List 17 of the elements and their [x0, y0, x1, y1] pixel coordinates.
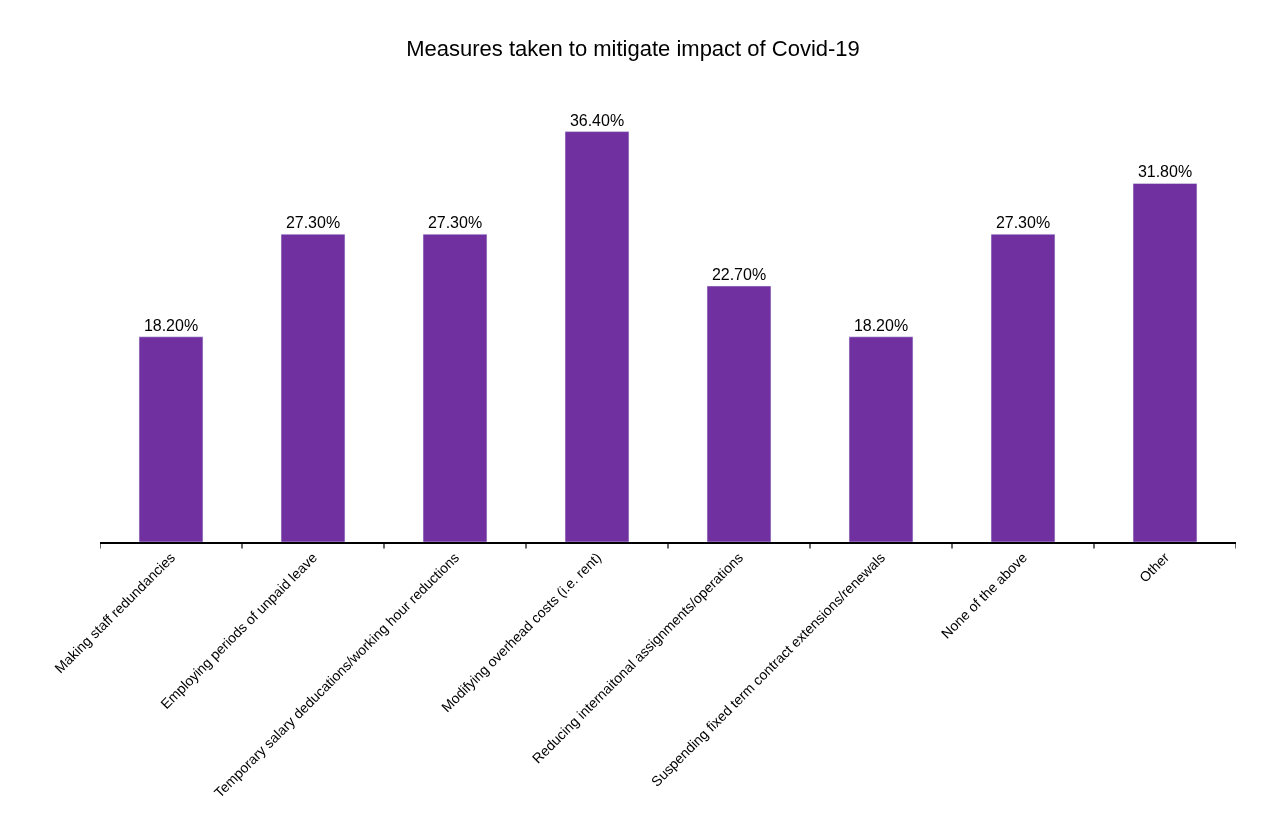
data-label: 18.20%: [853, 316, 909, 334]
data-label: 27.30%: [427, 214, 483, 232]
bar: [848, 336, 914, 542]
data-label: 31.80%: [1137, 163, 1193, 181]
bar: [138, 336, 204, 542]
data-label: 27.30%: [995, 214, 1051, 232]
bar: [990, 233, 1056, 542]
bar: [280, 233, 346, 542]
data-label: 18.20%: [143, 316, 199, 334]
data-label: 22.70%: [711, 266, 767, 284]
bar: [422, 233, 488, 542]
chart-title: Measures taken to mitigate impact of Covid-19: [406, 36, 860, 62]
bar: [706, 285, 772, 542]
data-label: 27.30%: [285, 214, 341, 232]
bar: [564, 131, 630, 542]
data-label: 36.40%: [569, 111, 625, 129]
bar: [1132, 183, 1198, 542]
